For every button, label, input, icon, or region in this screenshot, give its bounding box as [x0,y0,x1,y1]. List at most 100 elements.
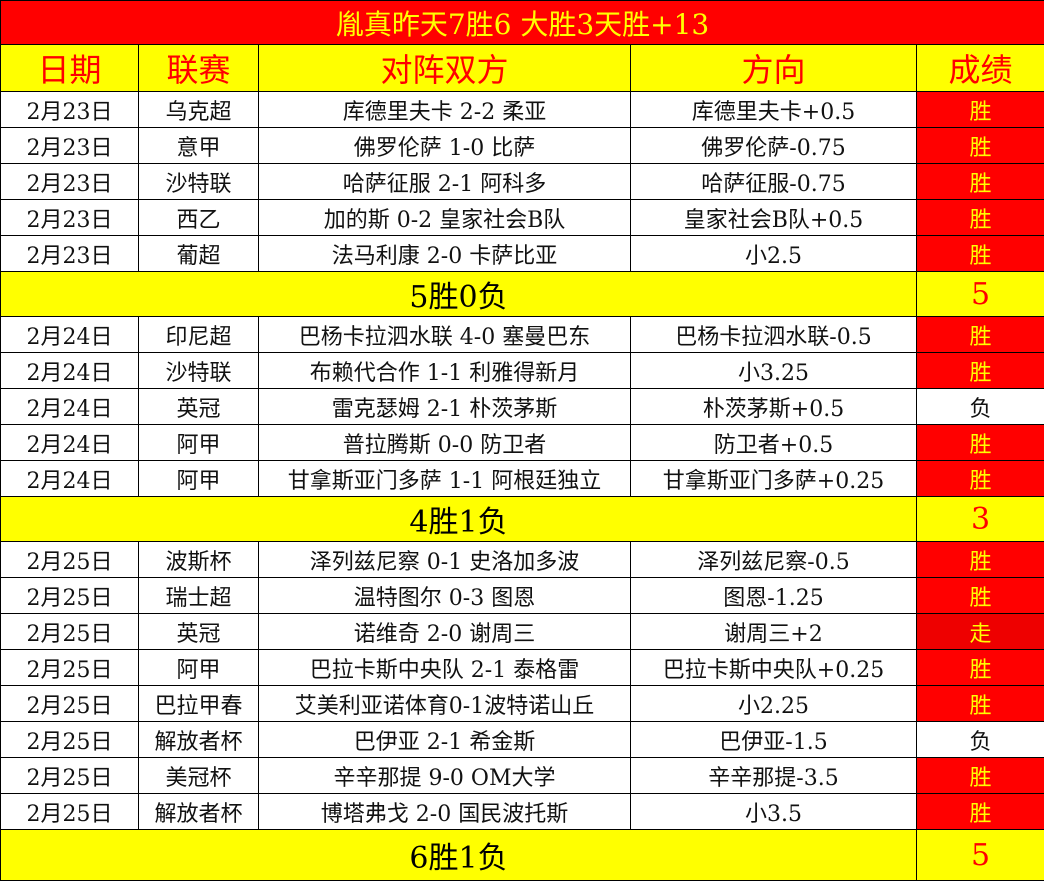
date-cell: 2月23日 [1,92,139,128]
direction-cell: 防卫者+0.5 [631,425,917,461]
result-cell: 胜 [917,200,1044,236]
match-cell: 甘拿斯亚门多萨 1-1 阿根廷独立 [259,461,631,497]
direction-cell: 哈萨征服-0.75 [631,164,917,200]
result-cell: 胜 [917,542,1044,578]
date-cell: 2月25日 [1,794,139,830]
summary-text: 4胜1负 [1,497,917,542]
date-cell: 2月25日 [1,614,139,650]
match-cell: 法马利康 2-0 卡萨比亚 [259,236,631,272]
match-cell: 加的斯 0-2 皇家社会B队 [259,200,631,236]
match-cell: 辛辛那提 9-0 OM大学 [259,758,631,794]
match-cell: 佛罗伦萨 1-0 比萨 [259,128,631,164]
date-cell: 2月24日 [1,461,139,497]
date-cell: 2月25日 [1,578,139,614]
result-cell: 胜 [917,425,1044,461]
league-cell: 阿甲 [139,461,259,497]
league-cell: 阿甲 [139,650,259,686]
direction-cell: 泽列兹尼察-0.5 [631,542,917,578]
result-cell: 胜 [917,128,1044,164]
match-cell: 博塔弗戈 2-0 国民波托斯 [259,794,631,830]
header-result: 成绩 [917,45,1044,92]
result-cell: 胜 [917,164,1044,200]
date-cell: 2月25日 [1,758,139,794]
direction-cell: 甘拿斯亚门多萨+0.25 [631,461,917,497]
direction-cell: 小3.25 [631,353,917,389]
result-cell: 胜 [917,92,1044,128]
result-cell: 胜 [917,758,1044,794]
league-cell: 美冠杯 [139,758,259,794]
summary-text: 5胜0负 [1,272,917,317]
match-cell: 诺维奇 2-0 谢周三 [259,614,631,650]
date-cell: 2月23日 [1,164,139,200]
date-cell: 2月23日 [1,236,139,272]
league-cell: 西乙 [139,200,259,236]
match-cell: 巴伊亚 2-1 希金斯 [259,722,631,758]
result-cell: 胜 [917,686,1044,722]
result-cell: 胜 [917,461,1044,497]
date-cell: 2月25日 [1,650,139,686]
league-cell: 解放者杯 [139,722,259,758]
result-cell: 胜 [917,353,1044,389]
match-cell: 温特图尔 0-3 图恩 [259,578,631,614]
result-cell: 胜 [917,578,1044,614]
header-date: 日期 [1,45,139,92]
date-cell: 2月24日 [1,317,139,353]
result-cell: 胜 [917,236,1044,272]
league-cell: 阿甲 [139,425,259,461]
date-cell: 2月24日 [1,389,139,425]
direction-cell: 佛罗伦萨-0.75 [631,128,917,164]
date-cell: 2月23日 [1,200,139,236]
summary-score: 3 [917,497,1044,542]
league-cell: 沙特联 [139,164,259,200]
match-cell: 雷克瑟姆 2-1 朴茨茅斯 [259,389,631,425]
header-league: 联赛 [139,45,259,92]
header-match: 对阵双方 [259,45,631,92]
league-cell: 巴拉甲春 [139,686,259,722]
direction-cell: 皇家社会B队+0.5 [631,200,917,236]
date-cell: 2月25日 [1,686,139,722]
date-cell: 2月25日 [1,722,139,758]
result-cell: 胜 [917,317,1044,353]
date-cell: 2月24日 [1,425,139,461]
direction-cell: 巴拉卡斯中央队+0.25 [631,650,917,686]
result-cell: 负 [917,389,1044,425]
result-cell: 胜 [917,650,1044,686]
date-cell: 2月25日 [1,542,139,578]
direction-cell: 谢周三+2 [631,614,917,650]
league-cell: 英冠 [139,614,259,650]
league-cell: 意甲 [139,128,259,164]
match-cell: 巴杨卡拉泗水联 4-0 塞曼巴东 [259,317,631,353]
match-cell: 泽列兹尼察 0-1 史洛加多波 [259,542,631,578]
summary-text: 6胜1负 [1,830,917,881]
match-cell: 布赖代合作 1-1 利雅得新月 [259,353,631,389]
summary-score: 5 [917,830,1044,881]
date-cell: 2月23日 [1,128,139,164]
league-cell: 英冠 [139,389,259,425]
league-cell: 瑞士超 [139,578,259,614]
league-cell: 解放者杯 [139,794,259,830]
summary-score: 5 [917,272,1044,317]
direction-cell: 库德里夫卡+0.5 [631,92,917,128]
match-cell: 普拉腾斯 0-0 防卫者 [259,425,631,461]
direction-cell: 小2.5 [631,236,917,272]
result-cell: 负 [917,722,1044,758]
header-direction: 方向 [631,45,917,92]
direction-cell: 小3.5 [631,794,917,830]
match-cell: 库德里夫卡 2-2 柔亚 [259,92,631,128]
